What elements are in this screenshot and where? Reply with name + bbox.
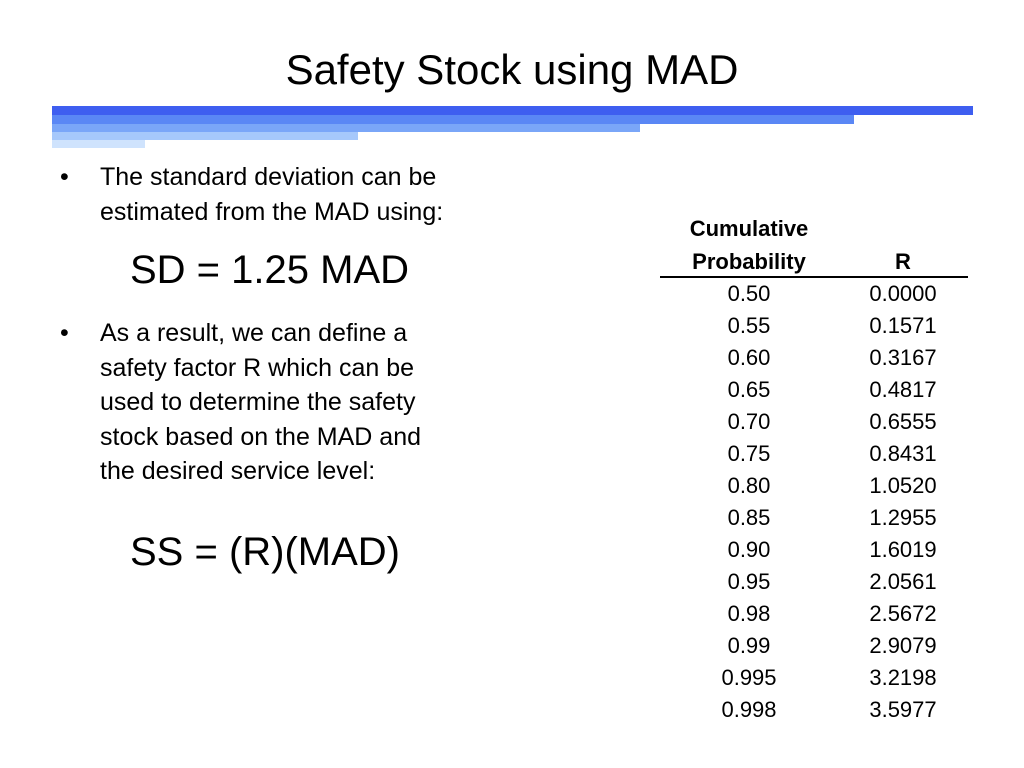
slide-title: Safety Stock using MAD [285,46,739,93]
r-value-cell: 0.0000 [869,281,937,306]
decorative-bar-3 [52,124,640,132]
cumulative-probability-cell: 0.50 [727,281,771,306]
r-value-cell: 0.4817 [869,377,937,402]
r-value-cell: 3.5977 [869,697,937,722]
cumulative-probability-cell: 0.95 [727,569,771,594]
cumulative-probability-cell: 0.90 [727,537,771,562]
r-value-cell: 0.1571 [869,313,937,338]
table-row: 0.998 3.5977 [660,694,968,726]
bullet-text-1: The standard deviation can be estimated … [100,163,444,226]
bullet-marker: • [60,163,69,191]
table-row: 0.65 0.4817 [660,374,968,406]
cumulative-probability-cell: 0.65 [727,377,771,402]
r-value-cell: 1.6019 [869,537,937,562]
table-row: 0.60 0.3167 [660,342,968,374]
r-value-cell: 3.2198 [869,665,937,690]
table-row: 0.90 1.6019 [660,534,968,566]
cumulative-probability-cell: 0.995 [721,665,777,690]
header-rule [660,276,968,278]
table-body: 0.50 0.0000 0.55 0.1571 0.60 0.3167 0.65 0.4817… [660,278,968,726]
cumulative-probability-cell: 0.70 [727,409,771,434]
table-row: 0.995 3.2198 [660,662,968,694]
header-cumulative-probability: Cumulative Probability [689,216,809,274]
r-value-cell: 1.2955 [869,505,937,530]
table-row: 0.99 2.9079 [660,630,968,662]
formula-sd: SD = 1.25 MAD [130,248,410,292]
header-r: R [895,249,911,274]
table-row: 0.85 1.2955 [660,502,968,534]
table-row: 0.70 0.6555 [660,406,968,438]
r-value-cell: 0.3167 [869,345,937,370]
table-row: 0.75 0.8431 [660,438,968,470]
table-row: 0.95 2.0561 [660,566,968,598]
decorative-bar-4 [52,132,358,140]
r-value-cell: 0.8431 [869,441,937,466]
r-value-cell: 1.0520 [869,473,937,498]
cumulative-probability-cell: 0.60 [727,345,771,370]
r-value-cell: 2.5672 [869,601,937,626]
table-row: 0.50 0.0000 [660,278,968,310]
cumulative-probability-cell: 0.998 [721,697,777,722]
r-value-cell: 0.6555 [869,409,937,434]
table-row: 0.55 0.1571 [660,310,968,342]
cumulative-probability-cell: 0.99 [727,633,771,658]
cumulative-probability-cell: 0.75 [727,441,771,466]
cumulative-probability-cell: 0.85 [727,505,771,530]
bullet-text-2: As a result, we can define a safety fact… [100,319,422,485]
cumulative-probability-cell: 0.98 [727,601,771,626]
r-value-cell: 2.0561 [869,569,937,594]
bullet-marker: • [60,319,69,347]
decorative-bar-5 [52,140,145,148]
r-value-cell: 2.9079 [869,633,937,658]
table-row: 0.98 2.5672 [660,598,968,630]
table-header: Cumulative Probability R [660,210,968,276]
decorative-bar-2 [52,115,854,124]
cumulative-probability-cell: 0.55 [727,313,771,338]
formula-ss: SS = (R)(MAD) [130,530,400,574]
table-row: 0.80 1.0520 [660,470,968,502]
decorative-bar-1 [52,106,973,115]
cumulative-probability-cell: 0.80 [727,473,771,498]
safety-factor-table: Cumulative Probability R 0.50 0.0000 0.55 0… [660,210,968,726]
